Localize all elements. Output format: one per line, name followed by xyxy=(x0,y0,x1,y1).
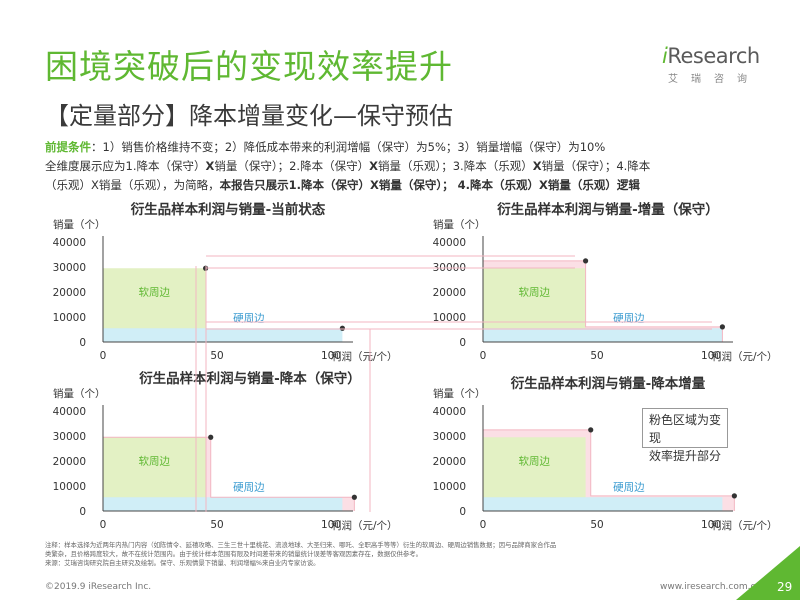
point-hard-goods xyxy=(731,493,737,499)
point-soft-goods xyxy=(588,427,594,433)
series-label-hard-goods: 硬周边 xyxy=(233,481,265,493)
series-label-soft-goods: 软周边 xyxy=(519,286,551,299)
x-tick-label: 100 xyxy=(701,519,721,531)
x-axis-title: 利润（元/个） xyxy=(711,350,778,363)
series-label-hard-goods: 硬周边 xyxy=(233,312,265,324)
y-axis-title: 销量（个） xyxy=(433,387,486,400)
logo-wordmark: iResearch xyxy=(662,44,760,68)
y-axis-title: 销量（个） xyxy=(433,218,486,231)
y-tick-label: 40000 xyxy=(433,406,466,418)
increment-outline xyxy=(103,436,355,511)
y-tick-label: 20000 xyxy=(53,287,86,299)
point-hard-goods xyxy=(339,325,345,331)
premise-line-1: 前提条件：1）销售价格维持不变；2）降低成本带来的利润增幅（保守）为5%；3）销… xyxy=(45,140,606,154)
chart-title: 衍生品样本利润与销量-降本（保守） xyxy=(139,370,361,387)
x-tick-label: 0 xyxy=(480,519,487,531)
page-title: 困境突破后的变现效率提升 xyxy=(45,47,453,86)
area-hard-goods xyxy=(103,328,343,342)
y-tick-label: 10000 xyxy=(433,481,466,493)
x-tick-label: 0 xyxy=(100,350,107,362)
x-axis-title: 利润（元/个） xyxy=(331,519,398,532)
point-hard-goods xyxy=(351,494,357,500)
x-tick-label: 0 xyxy=(480,350,487,362)
point-soft-goods xyxy=(583,258,589,264)
point-hard-goods xyxy=(719,324,726,330)
x-tick-label: 100 xyxy=(321,350,341,362)
y-tick-label: 40000 xyxy=(53,237,86,249)
y-tick-label: 10000 xyxy=(53,481,86,493)
series-label-soft-goods: 软周边 xyxy=(139,455,171,468)
footer-note-line-2: 类繁杂，且价格跨度较大，故不在统计范围内。由于统计样本范围有限及时间差带来的销量… xyxy=(45,550,423,558)
x-tick-label: 0 xyxy=(100,519,107,531)
y-tick-label: 0 xyxy=(79,337,86,349)
y-tick-label: 10000 xyxy=(53,312,86,324)
y-tick-label: 10000 xyxy=(433,312,466,324)
y-tick-label: 30000 xyxy=(53,431,86,443)
x-axis-title: 利润（元/个） xyxy=(711,519,778,532)
footer-note-line-1: 注释：样本选择为近两年内热门内容（如陈情令、延禧攻略、三生三世十里桃花、流浪地球… xyxy=(45,541,557,549)
y-tick-label: 0 xyxy=(459,506,466,518)
y-tick-label: 30000 xyxy=(53,262,86,274)
y-tick-label: 20000 xyxy=(433,287,466,299)
page-number: 29 xyxy=(777,580,793,594)
premise-line-2: 全维度展示应为1.降本（保守）X销量（保守）；2.降本（保守）X销量（乐观）；3… xyxy=(45,159,651,173)
y-tick-label: 20000 xyxy=(53,456,86,468)
premise-line-3: （乐观）X销量（乐观），为简略，本报告只展示1.降本（保守）X销量（保守）； 4… xyxy=(45,178,640,192)
footer-notes: 注释：样本选择为近两年内热门内容（如陈情令、延禧攻略、三生三世十里桃花、流浪地球… xyxy=(45,541,760,568)
x-tick-label: 50 xyxy=(590,350,603,362)
corner-triangle xyxy=(736,546,800,600)
series-label-hard-goods: 硬周边 xyxy=(613,312,645,324)
y-tick-label: 40000 xyxy=(53,406,86,418)
y-axis-title: 销量（个） xyxy=(53,387,106,400)
area-hard-goods xyxy=(483,328,723,342)
chart-title: 衍生品样本利润与销量-增量（保守） xyxy=(497,201,719,218)
page-subtitle: 【定量部分】降本增量变化—保守预估 xyxy=(45,102,453,130)
series-label-soft-goods: 软周边 xyxy=(139,286,171,299)
footer-url: www.iresearch.com.cn xyxy=(660,582,762,592)
x-tick-label: 100 xyxy=(321,519,341,531)
y-tick-label: 30000 xyxy=(433,431,466,443)
x-tick-label: 50 xyxy=(210,350,223,362)
x-tick-label: 100 xyxy=(701,350,721,362)
x-axis-title: 利润（元/个） xyxy=(331,350,398,363)
area-hard-goods xyxy=(103,497,343,511)
increment-outline xyxy=(483,429,735,511)
point-soft-goods xyxy=(208,434,214,440)
chart-title: 衍生品样本利润与销量-降本增量 xyxy=(511,375,706,392)
y-axis-title: 销量（个） xyxy=(53,218,106,231)
logo-chinese-name: 艾瑞咨询 xyxy=(668,74,760,85)
chart-title: 衍生品样本利润与销量-当前状态 xyxy=(131,201,326,218)
pink-area-callout: 粉色区域为变现 效率提升部分 xyxy=(642,408,728,463)
series-label-hard-goods: 硬周边 xyxy=(613,481,645,493)
y-tick-label: 20000 xyxy=(433,456,466,468)
series-label-soft-goods: 软周边 xyxy=(519,455,551,468)
y-tick-label: 40000 xyxy=(433,237,466,249)
x-tick-label: 50 xyxy=(590,519,603,531)
y-tick-label: 0 xyxy=(79,506,86,518)
x-tick-label: 50 xyxy=(210,519,223,531)
iresearch-logo: iResearch 艾瑞咨询 xyxy=(662,44,762,94)
increment-outline xyxy=(483,260,723,342)
area-hard-goods xyxy=(483,497,723,511)
copyright: ©2019.9 iResearch Inc. xyxy=(45,582,152,592)
footer-source: 来源：艾瑞咨询研究院自主研究及绘制。保守、乐观情景下销量、利润增幅%来自业内专家… xyxy=(45,559,320,567)
premise-text: 前提条件：1）销售价格维持不变；2）降低成本带来的利润增幅（保守）为5%；3）销… xyxy=(45,138,765,195)
y-tick-label: 0 xyxy=(459,337,466,349)
